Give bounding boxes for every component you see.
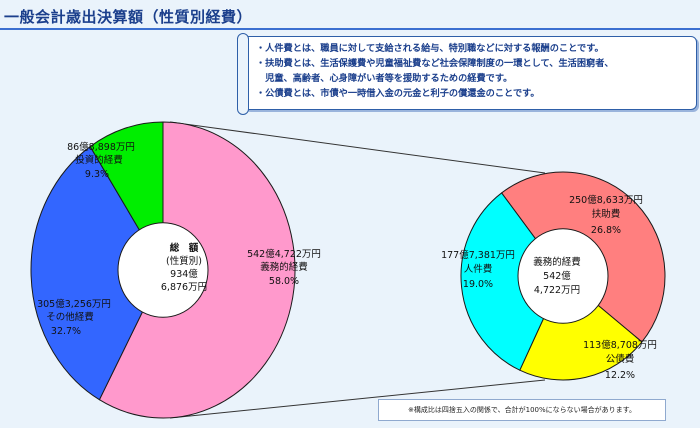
obligatory-center-label: 義務的経費 542億 4,722万円 bbox=[533, 256, 581, 296]
fujo-percent: 26.8% bbox=[591, 225, 621, 236]
sub-center-line-3: 4,722万円 bbox=[534, 285, 580, 296]
total-center-line-4: 6,876万円 bbox=[161, 282, 207, 293]
slice-label-gimuteki: 542億4,722万円 義務的経費 58.0% bbox=[247, 248, 321, 287]
note-line-1: ・人件費とは、職員に対して支給される給与、特別職などに対する報酬のことです。 bbox=[256, 43, 604, 54]
total-slice-2 bbox=[30, 145, 164, 401]
slice-label-toshi: 86億8,898万円 投資的経費 9.3% bbox=[67, 141, 135, 180]
total-center-line-3: 934億 bbox=[170, 268, 198, 280]
kosai-name: 公債費 bbox=[606, 353, 635, 365]
jinken-name: 人件費 bbox=[464, 263, 493, 275]
slice-label-jinken: 177億7,381万円 人件費 19.0% bbox=[441, 249, 515, 290]
sonota-percent: 32.7% bbox=[51, 326, 81, 337]
sonota-name: その他経費 bbox=[46, 311, 94, 323]
connector-line-bottom bbox=[169, 379, 546, 419]
total-pie-chart bbox=[30, 121, 296, 419]
toshi-name: 投資的経費 bbox=[75, 154, 123, 166]
obligatory-slice-3 bbox=[460, 192, 564, 371]
fujo-name: 扶助費 bbox=[592, 208, 621, 220]
jinken-percent: 19.0% bbox=[463, 279, 493, 290]
kosai-percent: 12.2% bbox=[605, 370, 635, 381]
note-line-4: ・公債費とは、市債や一時借入金の元金と利子の償還金のことです。 bbox=[256, 88, 540, 99]
slice-label-sonota: 305億3,256万円 その他経費 32.7% bbox=[37, 298, 111, 337]
note-line-2: ・扶助費とは、生活保護費や児童福祉費など社会保障制度の一環として、生活困窮者、 bbox=[256, 58, 614, 69]
total-center-label: 総 額 (性質別) 934億 6,876万円 bbox=[161, 242, 207, 293]
slice-label-fujo: 250億8,633万円 扶助費 26.8% bbox=[569, 194, 643, 236]
toshi-amount: 86億8,898万円 bbox=[67, 141, 135, 153]
obligatory-pie-chart bbox=[460, 171, 666, 381]
page-title: 一般会計歳出決算額（性質別経費） bbox=[4, 8, 253, 26]
footnote: ※構成比は四捨五入の関係で、合計が100%にならない場合があります。 bbox=[378, 399, 666, 421]
total-center-line-2: (性質別) bbox=[166, 255, 202, 267]
scroll-curl-decoration bbox=[237, 33, 249, 115]
connector-line-top bbox=[169, 121, 546, 174]
slice-label-kosai: 113億8,708万円 公債費 12.2% bbox=[583, 339, 657, 381]
jinken-amount: 177億7,381万円 bbox=[441, 249, 515, 261]
total-center-hole bbox=[117, 222, 209, 318]
total-center-line-1: 総 額 bbox=[170, 242, 199, 254]
gimuteki-amount: 542億4,722万円 bbox=[247, 248, 321, 260]
sub-center-line-2: 542億 bbox=[543, 270, 571, 282]
gimuteki-name: 義務的経費 bbox=[260, 261, 308, 273]
obligatory-center-hole bbox=[517, 228, 609, 324]
gimuteki-percent: 58.0% bbox=[269, 276, 299, 287]
toshi-percent: 9.3% bbox=[85, 169, 109, 180]
kosai-amount: 113億8,708万円 bbox=[583, 339, 657, 351]
obligatory-slice-2 bbox=[519, 275, 643, 381]
sonota-amount: 305億3,256万円 bbox=[37, 298, 111, 310]
fujo-amount: 250億8,633万円 bbox=[569, 194, 643, 206]
pie-connector-lines bbox=[169, 121, 546, 419]
definition-note-box: ・人件費とは、職員に対して支給される給与、特別職などに対する報酬のことです。 ・… bbox=[237, 33, 697, 115]
note-line-3: 児童、高齢者、心身障がい者等を援助するための経費です。 bbox=[256, 73, 513, 84]
title-underline bbox=[0, 28, 700, 30]
sub-center-line-1: 義務的経費 bbox=[533, 256, 581, 268]
